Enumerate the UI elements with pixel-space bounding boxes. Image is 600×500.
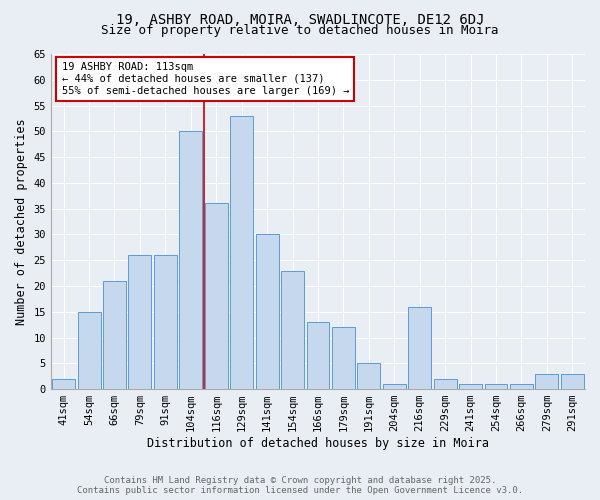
Bar [358,364,380,389]
Bar [281,270,304,389]
Bar [434,379,457,389]
Bar [459,384,482,389]
Bar [383,384,406,389]
Text: 19, ASHBY ROAD, MOIRA, SWADLINCOTE, DE12 6DJ: 19, ASHBY ROAD, MOIRA, SWADLINCOTE, DE12… [116,12,484,26]
Bar [103,281,126,389]
Bar [256,234,278,389]
Bar [179,132,202,389]
Bar [128,255,151,389]
Bar [205,204,227,389]
Bar [230,116,253,389]
Bar [52,379,75,389]
Text: Contains HM Land Registry data © Crown copyright and database right 2025.
Contai: Contains HM Land Registry data © Crown c… [77,476,523,495]
Bar [332,327,355,389]
Bar [77,312,101,389]
Bar [561,374,584,389]
Text: 19 ASHBY ROAD: 113sqm
← 44% of detached houses are smaller (137)
55% of semi-det: 19 ASHBY ROAD: 113sqm ← 44% of detached … [62,62,349,96]
Bar [408,306,431,389]
X-axis label: Distribution of detached houses by size in Moira: Distribution of detached houses by size … [147,437,489,450]
Bar [154,255,177,389]
Bar [510,384,533,389]
Bar [485,384,508,389]
Bar [307,322,329,389]
Bar [535,374,558,389]
Text: Size of property relative to detached houses in Moira: Size of property relative to detached ho… [101,24,499,37]
Y-axis label: Number of detached properties: Number of detached properties [15,118,28,325]
